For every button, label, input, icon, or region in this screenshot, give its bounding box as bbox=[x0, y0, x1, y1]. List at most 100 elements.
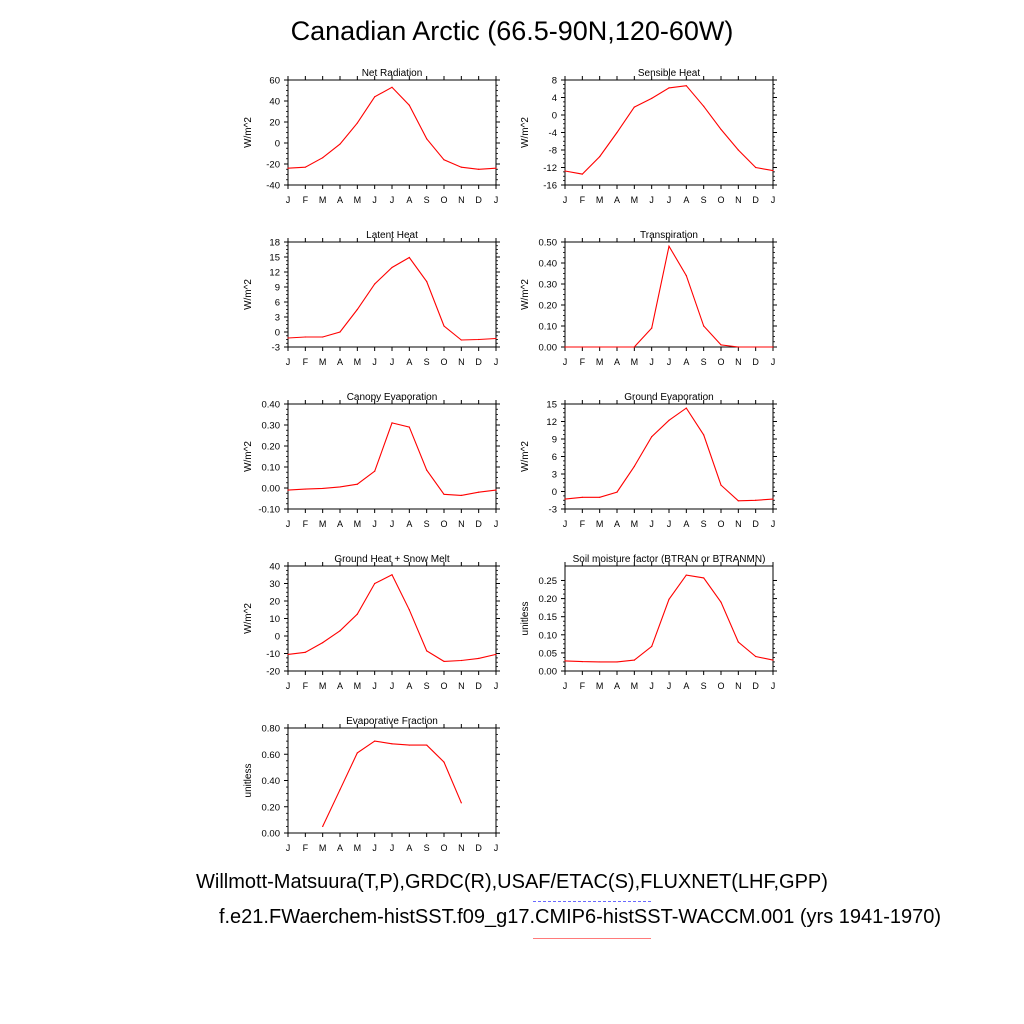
x-tick-label: J bbox=[494, 195, 499, 205]
x-tick-label: F bbox=[580, 681, 586, 691]
model-series-line bbox=[564, 574, 774, 663]
data-point bbox=[668, 419, 670, 421]
y-tick-label: 0 bbox=[552, 487, 557, 498]
x-tick-label: A bbox=[614, 681, 620, 691]
data-point bbox=[339, 789, 341, 791]
x-tick-label: J bbox=[771, 357, 776, 367]
y-tick-label: 3 bbox=[275, 313, 280, 324]
x-tick-label: A bbox=[337, 357, 343, 367]
y-tick-label: -16 bbox=[543, 181, 557, 192]
x-tick-label: J bbox=[390, 519, 395, 529]
data-point bbox=[408, 609, 410, 611]
data-point bbox=[374, 582, 376, 585]
y-axis-label: W/m^2 bbox=[243, 279, 254, 310]
x-tick-label: M bbox=[354, 195, 362, 205]
y-tick-label: 0.20 bbox=[539, 301, 558, 312]
data-point bbox=[685, 275, 687, 277]
data-point bbox=[478, 657, 480, 660]
data-point bbox=[339, 486, 341, 488]
data-point bbox=[685, 85, 687, 87]
x-tick-label: M bbox=[319, 843, 327, 853]
x-tick-label: J bbox=[372, 681, 377, 691]
model-series-line bbox=[287, 256, 497, 341]
data-point bbox=[564, 660, 566, 662]
x-tick-label: O bbox=[717, 519, 724, 529]
x-tick-label: F bbox=[303, 843, 309, 853]
data-point bbox=[633, 465, 635, 468]
data-point bbox=[703, 577, 705, 579]
data-point bbox=[720, 484, 722, 486]
x-tick-label: J bbox=[649, 681, 654, 691]
data-point bbox=[581, 173, 583, 175]
y-tick-label: 0.00 bbox=[262, 484, 281, 495]
data-point bbox=[426, 650, 428, 652]
y-tick-label: 30 bbox=[269, 579, 280, 590]
x-tick-label: D bbox=[752, 357, 759, 367]
x-tick-label: O bbox=[440, 681, 447, 691]
x-tick-label: M bbox=[596, 357, 604, 367]
x-tick-label: N bbox=[735, 519, 742, 529]
data-point bbox=[720, 344, 722, 346]
data-point bbox=[651, 97, 653, 99]
x-tick-label: S bbox=[701, 195, 707, 205]
y-tick-label: -3 bbox=[272, 343, 280, 354]
x-tick-label: M bbox=[319, 681, 327, 691]
x-tick-label: J bbox=[667, 519, 672, 529]
y-tick-label: 0.20 bbox=[539, 594, 558, 605]
data-point bbox=[322, 157, 324, 159]
data-point bbox=[356, 122, 358, 124]
x-tick-label: J bbox=[286, 681, 291, 691]
data-point bbox=[339, 331, 341, 333]
x-tick-label: O bbox=[717, 195, 724, 205]
x-tick-label: J bbox=[667, 195, 672, 205]
data-point bbox=[443, 660, 445, 662]
y-tick-label: 0.20 bbox=[262, 442, 281, 453]
model-legend-text: f.e21.FWaerchem-histSST.f09_g17.CMIP6-hi… bbox=[218, 906, 942, 928]
x-tick-label: J bbox=[390, 195, 395, 205]
x-tick-label: N bbox=[735, 195, 742, 205]
data-point bbox=[651, 645, 653, 647]
data-point bbox=[668, 598, 670, 600]
y-tick-label: -4 bbox=[549, 128, 557, 139]
x-tick-label: J bbox=[494, 519, 499, 529]
x-tick-label: M bbox=[354, 843, 362, 853]
data-point bbox=[495, 167, 497, 169]
data-point bbox=[426, 280, 428, 283]
x-tick-label: S bbox=[424, 357, 430, 367]
data-point bbox=[737, 346, 739, 348]
data-point bbox=[599, 155, 601, 158]
x-tick-label: J bbox=[494, 681, 499, 691]
x-tick-label: D bbox=[475, 681, 482, 691]
y-tick-label: 0.05 bbox=[539, 648, 558, 659]
y-tick-label: 0.25 bbox=[539, 576, 558, 587]
panel-title: Latent Heat bbox=[366, 230, 418, 241]
x-tick-label: A bbox=[337, 519, 343, 529]
panel-title: Ground Evaporation bbox=[624, 392, 714, 403]
x-tick-label: J bbox=[563, 519, 568, 529]
x-tick-label: J bbox=[286, 519, 291, 529]
y-tick-label: 60 bbox=[269, 76, 280, 87]
x-tick-label: A bbox=[683, 195, 689, 205]
data-point bbox=[755, 166, 757, 169]
plot-frame bbox=[287, 403, 497, 510]
y-tick-label: -8 bbox=[549, 146, 557, 157]
x-tick-label: J bbox=[286, 195, 291, 205]
data-point bbox=[668, 245, 670, 247]
y-tick-label: -10 bbox=[266, 649, 280, 660]
data-point bbox=[356, 308, 358, 311]
data-point bbox=[287, 653, 289, 655]
data-point bbox=[737, 149, 739, 151]
data-point bbox=[755, 499, 757, 501]
x-tick-label: A bbox=[406, 357, 412, 367]
model-series-line bbox=[287, 422, 497, 496]
plot-frame bbox=[287, 565, 497, 672]
data-point bbox=[460, 802, 462, 804]
data-point bbox=[443, 325, 445, 327]
data-point bbox=[564, 498, 566, 500]
x-tick-label: D bbox=[475, 357, 482, 367]
data-point bbox=[478, 491, 480, 493]
data-point bbox=[772, 346, 774, 348]
